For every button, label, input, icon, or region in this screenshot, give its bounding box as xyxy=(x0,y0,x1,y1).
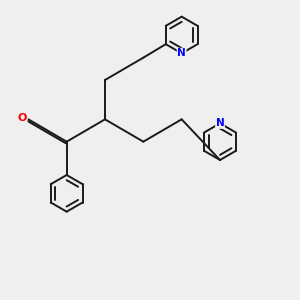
Text: N: N xyxy=(177,48,186,58)
Text: O: O xyxy=(18,113,27,123)
Text: N: N xyxy=(216,118,224,128)
